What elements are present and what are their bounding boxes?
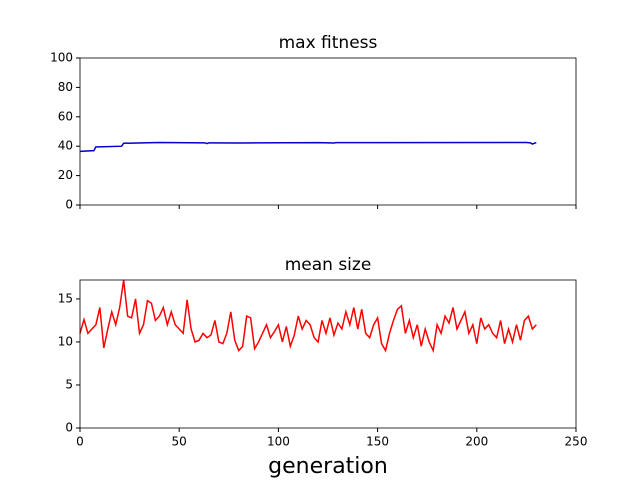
x-tick-label: 250: [565, 435, 588, 449]
x-tick-label: 200: [465, 435, 488, 449]
y-tick-label: 5: [65, 377, 73, 391]
x-tick-label: 100: [267, 435, 290, 449]
y-tick-label: 0: [65, 198, 73, 212]
y-tick-label: 20: [58, 168, 73, 182]
x-axis-label: generation: [268, 454, 388, 479]
y-tick-label: 80: [58, 80, 73, 94]
y-tick-label: 40: [58, 139, 73, 153]
y-tick-label: 10: [58, 334, 73, 348]
chart-title: max fitness: [279, 33, 378, 53]
axes-frame: [79, 279, 577, 429]
axes-frame: [79, 57, 577, 206]
y-tick-label: 60: [58, 109, 73, 123]
y-tick-label: 0: [65, 421, 73, 435]
x-tick-label: 50: [172, 435, 187, 449]
x-tick-label: 150: [366, 435, 389, 449]
data-line: [79, 279, 537, 354]
chart-title: mean size: [285, 255, 372, 275]
y-tick-label: 100: [50, 51, 73, 65]
y-tick-label: 15: [58, 291, 73, 305]
data-line: [79, 141, 537, 153]
x-tick-label: 0: [76, 435, 84, 449]
